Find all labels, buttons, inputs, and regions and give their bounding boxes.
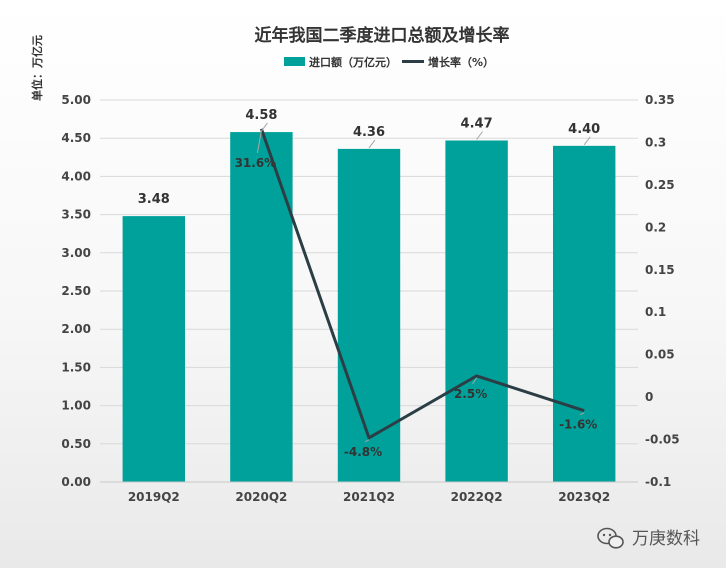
y-left-tick-label: 2.00 [61, 322, 91, 336]
y-left-tick-label: 4.00 [61, 169, 91, 183]
watermark-text: 万庚数科 [632, 529, 700, 549]
y-right-tick-label: 0.3 [645, 135, 666, 149]
y-right-tick-label: 0.1 [645, 305, 666, 319]
axes: 0.00 0.50 1.00 1.50 2.00 2.50 3.00 3.50 4.00 4.50… [61, 93, 679, 504]
growth-line-path [259, 128, 585, 440]
x-tick-label: 2019Q2 [128, 490, 180, 504]
y-left-tick-label: 3.50 [61, 208, 91, 222]
y-right-tick-label: 0.25 [645, 178, 675, 192]
line-label-leader [364, 439, 370, 443]
y-left-tick-label: 1.00 [61, 399, 91, 413]
watermark: 万庚数科 [597, 527, 700, 549]
line-label-leader [579, 412, 585, 416]
wechat-icon [597, 527, 624, 549]
growth-value-label: 2.5% [454, 387, 487, 401]
bars [122, 132, 616, 483]
x-tick-label: 2020Q2 [235, 490, 287, 504]
y-left-tick-label: 2.50 [61, 284, 91, 298]
bar [445, 140, 508, 482]
bar-label-leader [583, 136, 591, 146]
y-left-tick-label: 0.00 [61, 475, 91, 489]
bar-value-label: 4.58 [245, 108, 277, 123]
y-right-tick-label: 0.35 [645, 93, 675, 107]
legend: 进口额（万亿元） 增长率（%） [284, 55, 494, 69]
y-axis-unit-label: 单位：万亿元 [30, 35, 44, 101]
bar-value-label: 4.36 [353, 125, 385, 140]
y-left-tick-label: 3.00 [61, 246, 91, 260]
legend-label-bar: 进口额（万亿元） [309, 55, 397, 69]
y-left-tick-label: 4.50 [61, 131, 91, 145]
y-left-tick-label: 5.00 [61, 93, 91, 107]
y-right-tick-label: 0.15 [645, 263, 675, 277]
bar [337, 148, 401, 482]
bar-label-leader [368, 139, 376, 149]
y-left-tick-label: 0.50 [61, 437, 91, 451]
y-right-tick-label: -0.05 [645, 433, 680, 447]
bar-label-leader [476, 131, 484, 140]
bar [122, 216, 186, 483]
growth-value-label: -1.6% [559, 418, 597, 432]
x-tick-label: 2022Q2 [451, 490, 503, 504]
bar-value-label: 3.48 [138, 192, 170, 207]
bar [230, 132, 293, 482]
growth-line [259, 128, 585, 440]
y-right-tick-label: -0.1 [645, 475, 671, 489]
legend-label-line: 增长率（%） [428, 55, 494, 69]
bar-value-label: 4.47 [461, 116, 493, 131]
bar [552, 145, 616, 482]
growth-value-label: 31.6% [235, 156, 277, 170]
legend-swatch-bar [284, 57, 305, 66]
y-right-tick-label: 0.05 [645, 348, 675, 362]
chart-title: 近年我国二季度进口总额及增长率 [255, 25, 510, 46]
bar-label-leader [260, 122, 268, 132]
data-labels: 3.48 4.58 4.36 4.47 4.40 31.6% -4.8% 2.5% -1.6% [138, 108, 600, 459]
y-right-tick-label: 0.2 [645, 220, 666, 234]
x-tick-label: 2021Q2 [343, 490, 395, 504]
bar-value-label: 4.40 [568, 122, 600, 137]
y-left-tick-label: 1.50 [61, 360, 91, 374]
x-tick-label: 2023Q2 [558, 490, 610, 504]
line-label-leader [472, 377, 478, 385]
growth-value-label: -4.8% [344, 445, 382, 459]
line-label-leader [256, 130, 262, 153]
y-right-tick-label: 0 [645, 390, 653, 404]
